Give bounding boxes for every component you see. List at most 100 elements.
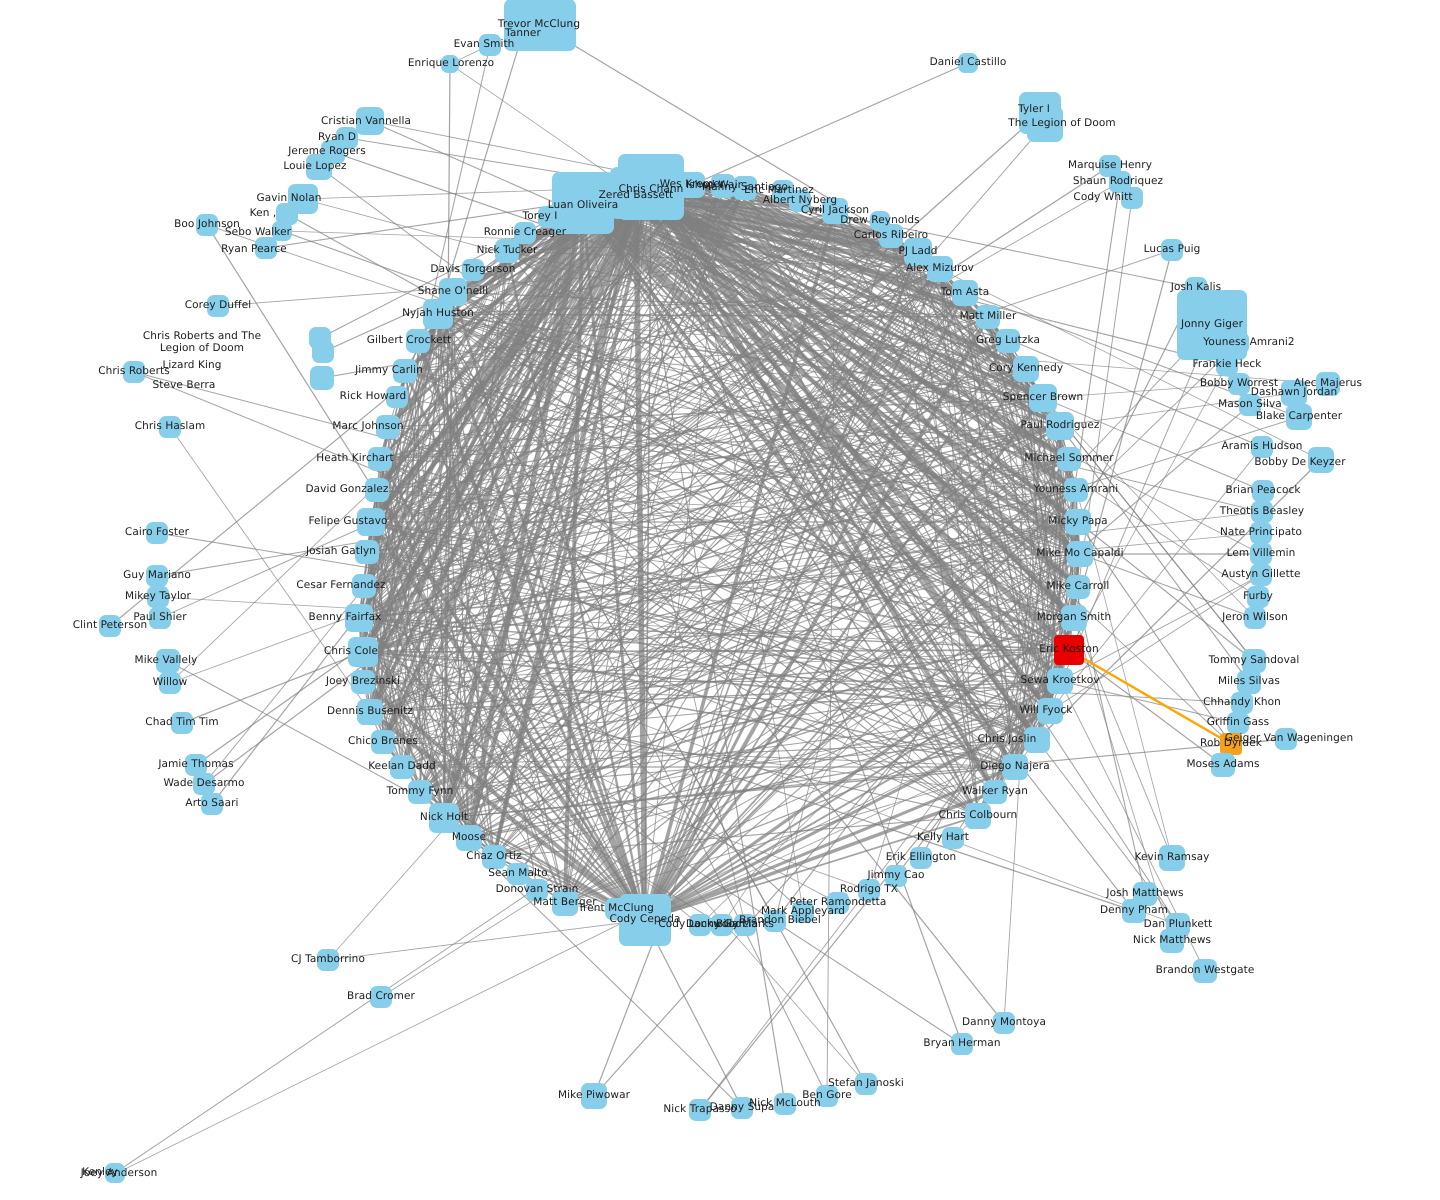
- graph-node[interactable]: [146, 522, 168, 544]
- graph-node[interactable]: [792, 901, 814, 923]
- graph-node[interactable]: [317, 949, 339, 971]
- graph-node[interactable]: [1231, 692, 1253, 714]
- graph-node[interactable]: [159, 672, 181, 694]
- graph-node[interactable]: [983, 780, 1007, 804]
- graph-node[interactable]: [942, 827, 964, 849]
- graph-node[interactable]: [1013, 356, 1039, 382]
- graph-node[interactable]: [1160, 929, 1184, 953]
- graph-node[interactable]: [552, 890, 578, 916]
- graph-node[interactable]: [351, 670, 375, 694]
- graph-node[interactable]: [185, 754, 207, 776]
- graph-node[interactable]: [357, 699, 383, 725]
- graph-node[interactable]: [1244, 607, 1266, 629]
- graph-node[interactable]: [1122, 899, 1146, 923]
- graph-node[interactable]: [855, 1073, 877, 1095]
- graph-node[interactable]: [879, 224, 903, 248]
- graph-node[interactable]: [733, 176, 757, 200]
- graph-node[interactable]: [1064, 478, 1088, 502]
- graph-node[interactable]: [357, 508, 385, 536]
- graph-node[interactable]: [538, 206, 560, 228]
- graph-node[interactable]: [1057, 447, 1081, 471]
- graph-node[interactable]: [885, 865, 907, 887]
- graph-node[interactable]: [827, 892, 849, 914]
- graph-node[interactable]: [581, 1083, 607, 1109]
- graph-node[interactable]: [1239, 394, 1261, 416]
- graph-node[interactable]: [1220, 733, 1242, 755]
- graph-node[interactable]: [276, 203, 298, 225]
- graph-node[interactable]: [1024, 727, 1050, 753]
- graph-node[interactable]: [1227, 712, 1249, 734]
- graph-node[interactable]: [1061, 605, 1087, 631]
- graph-node[interactable]: [1286, 404, 1312, 430]
- graph-node[interactable]: [1275, 728, 1297, 750]
- graph-node[interactable]: [679, 172, 705, 198]
- graph-node[interactable]: [1250, 564, 1272, 586]
- graph-node[interactable]: [1193, 959, 1217, 983]
- graph-node[interactable]: [1211, 753, 1235, 777]
- graph-node[interactable]: [423, 299, 453, 329]
- graph-node[interactable]: [106, 1165, 124, 1183]
- graph-node[interactable]: [1250, 522, 1272, 544]
- graph-node[interactable]: [1316, 372, 1340, 396]
- graph-node[interactable]: [408, 780, 432, 804]
- graph-node[interactable]: [365, 478, 389, 502]
- graph-node[interactable]: [1046, 412, 1074, 440]
- graph-node[interactable]: [1065, 509, 1091, 535]
- graph-node[interactable]: [1227, 332, 1249, 354]
- graph-node[interactable]: [1002, 754, 1028, 780]
- graph-node[interactable]: [952, 280, 978, 306]
- graph-node[interactable]: [1242, 649, 1266, 673]
- graph-node[interactable]: [711, 914, 733, 936]
- graph-node[interactable]: [255, 237, 277, 259]
- graph-node[interactable]: [371, 730, 395, 754]
- graph-node[interactable]: [1216, 354, 1238, 376]
- graph-node[interactable]: [356, 107, 384, 135]
- graph-node[interactable]: [482, 845, 506, 869]
- graph-node[interactable]: [951, 1033, 973, 1055]
- graph-node[interactable]: [822, 198, 848, 224]
- graph-node[interactable]: [816, 1085, 838, 1107]
- graph-node[interactable]: [1029, 384, 1057, 412]
- graph-node[interactable]: [1054, 635, 1084, 665]
- graph-node[interactable]: [927, 256, 953, 282]
- graph-node[interactable]: [552, 172, 614, 234]
- graph-node[interactable]: [1037, 698, 1063, 724]
- graph-node[interactable]: [910, 847, 932, 869]
- graph-node[interactable]: [376, 415, 400, 439]
- graph-node[interactable]: [352, 574, 376, 598]
- graph-node[interactable]: [1047, 668, 1073, 694]
- graph-node[interactable]: [345, 604, 373, 632]
- graph-node[interactable]: [958, 53, 978, 73]
- graph-node[interactable]: [993, 1012, 1015, 1034]
- graph-node[interactable]: [1281, 380, 1307, 406]
- graph-node[interactable]: [764, 910, 786, 932]
- graph-node[interactable]: [510, 19, 536, 45]
- graph-node[interactable]: [196, 214, 218, 236]
- graph-node[interactable]: [368, 447, 392, 471]
- graph-node[interactable]: [1121, 187, 1143, 209]
- graph-node[interactable]: [965, 803, 991, 829]
- graph-node[interactable]: [1252, 480, 1274, 502]
- graph-node[interactable]: [306, 154, 332, 180]
- graph-node[interactable]: [386, 386, 408, 408]
- graph-node[interactable]: [171, 712, 193, 734]
- graph-node[interactable]: [441, 55, 459, 73]
- graph-node[interactable]: [1237, 670, 1261, 694]
- graph-node[interactable]: [610, 167, 662, 219]
- graph-node[interactable]: [1251, 501, 1273, 523]
- graph-node[interactable]: [207, 295, 229, 317]
- graph-node[interactable]: [99, 615, 121, 637]
- graph-node[interactable]: [689, 1099, 711, 1121]
- graph-node[interactable]: [370, 986, 392, 1008]
- graph-node[interactable]: [774, 1093, 796, 1115]
- graph-node[interactable]: [355, 540, 379, 564]
- graph-node[interactable]: [1027, 106, 1063, 142]
- graph-node[interactable]: [734, 914, 756, 936]
- graph-node[interactable]: [711, 174, 735, 198]
- graph-node[interactable]: [147, 586, 169, 608]
- graph-node[interactable]: [1159, 845, 1185, 871]
- graph-node[interactable]: [1250, 543, 1272, 565]
- graph-node[interactable]: [156, 649, 180, 673]
- graph-node[interactable]: [772, 180, 794, 202]
